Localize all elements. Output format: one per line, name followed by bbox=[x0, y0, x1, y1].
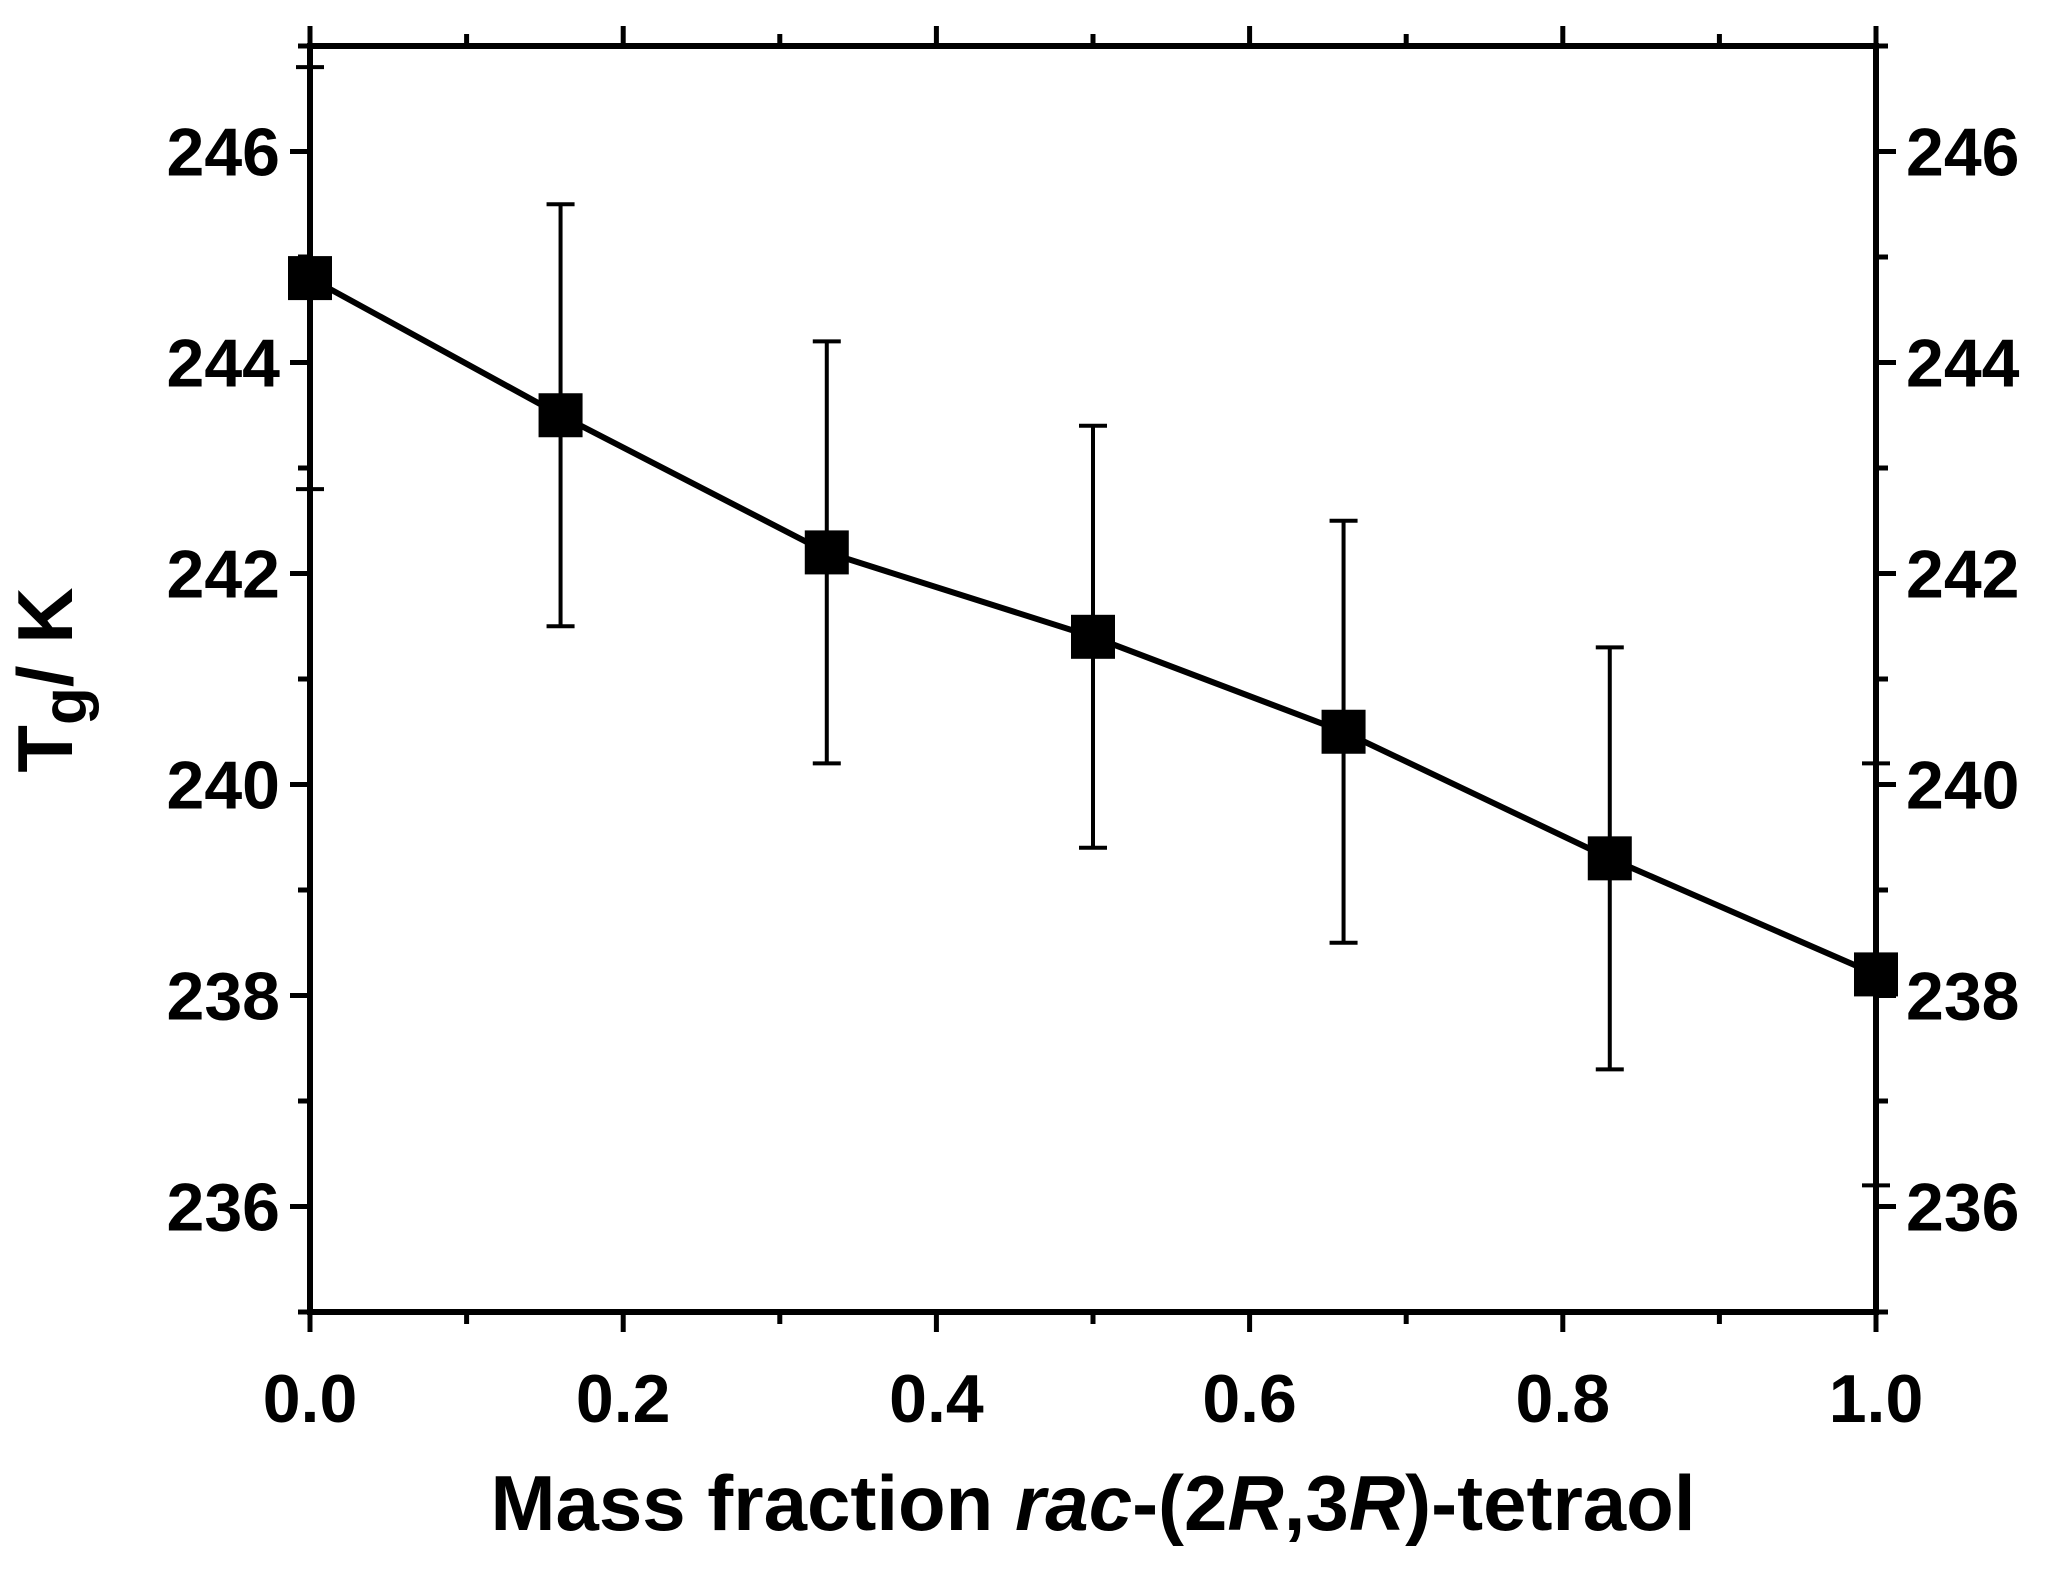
y-tick-label-right: 238 bbox=[1906, 959, 2019, 1035]
x-tick-label: 0.0 bbox=[263, 1361, 358, 1437]
x-axis-label: Mass fraction rac-(2R,3R)-tetraol bbox=[490, 1459, 1695, 1547]
data-point bbox=[1854, 952, 1898, 997]
data-point bbox=[288, 256, 332, 301]
y-tick-label-right: 244 bbox=[1906, 326, 2020, 402]
x-label-part: )-tetraol bbox=[1405, 1459, 1695, 1547]
y-tick-label: 244 bbox=[167, 326, 281, 402]
y-tick-label: 242 bbox=[167, 537, 280, 613]
x-tick-label: 0.8 bbox=[1516, 1361, 1611, 1437]
data-point bbox=[1587, 836, 1632, 881]
x-tick-label: 1.0 bbox=[1829, 1361, 1924, 1437]
y-label-unit: / K bbox=[1, 587, 89, 687]
y-tick-label: 238 bbox=[167, 959, 280, 1035]
svg-text:Tg/ K: Tg/ K bbox=[1, 587, 100, 772]
y-label-main: T bbox=[1, 725, 89, 773]
y-axis-label: Tg/ K bbox=[1, 587, 100, 772]
data-point bbox=[1071, 614, 1115, 659]
data-marks bbox=[288, 65, 1898, 1188]
data-point bbox=[804, 530, 849, 575]
x-label-part: rac bbox=[1015, 1459, 1132, 1547]
y-tick-label-right: 242 bbox=[1906, 537, 2019, 613]
y-tick-label-right: 240 bbox=[1906, 748, 2019, 824]
x-label-part: ,3 bbox=[1284, 1459, 1349, 1547]
data-point bbox=[1321, 709, 1366, 754]
x-tick-label: 0.4 bbox=[889, 1361, 984, 1437]
y-tick-label-right: 236 bbox=[1906, 1170, 2019, 1246]
data-point bbox=[538, 393, 583, 438]
y-tick-label-right: 246 bbox=[1906, 115, 2019, 191]
x-label-part: R bbox=[1349, 1459, 1405, 1547]
x-label-part: Mass fraction bbox=[490, 1459, 1014, 1547]
y-tick-label: 236 bbox=[167, 1170, 280, 1246]
y-tick-label: 246 bbox=[167, 115, 280, 191]
x-tick-label: 0.2 bbox=[576, 1361, 671, 1437]
x-label-part: R bbox=[1227, 1459, 1283, 1547]
y-label-sub: g bbox=[31, 687, 100, 725]
axes: 0.0 0.2 0.4 0.6 0.8 1.0 236 236 238 238 240 240 242 2… bbox=[167, 26, 2020, 1437]
x-tick-label: 0.6 bbox=[1202, 1361, 1297, 1437]
x-label-part: -(2 bbox=[1132, 1459, 1227, 1547]
y-tick-label: 240 bbox=[167, 748, 280, 824]
